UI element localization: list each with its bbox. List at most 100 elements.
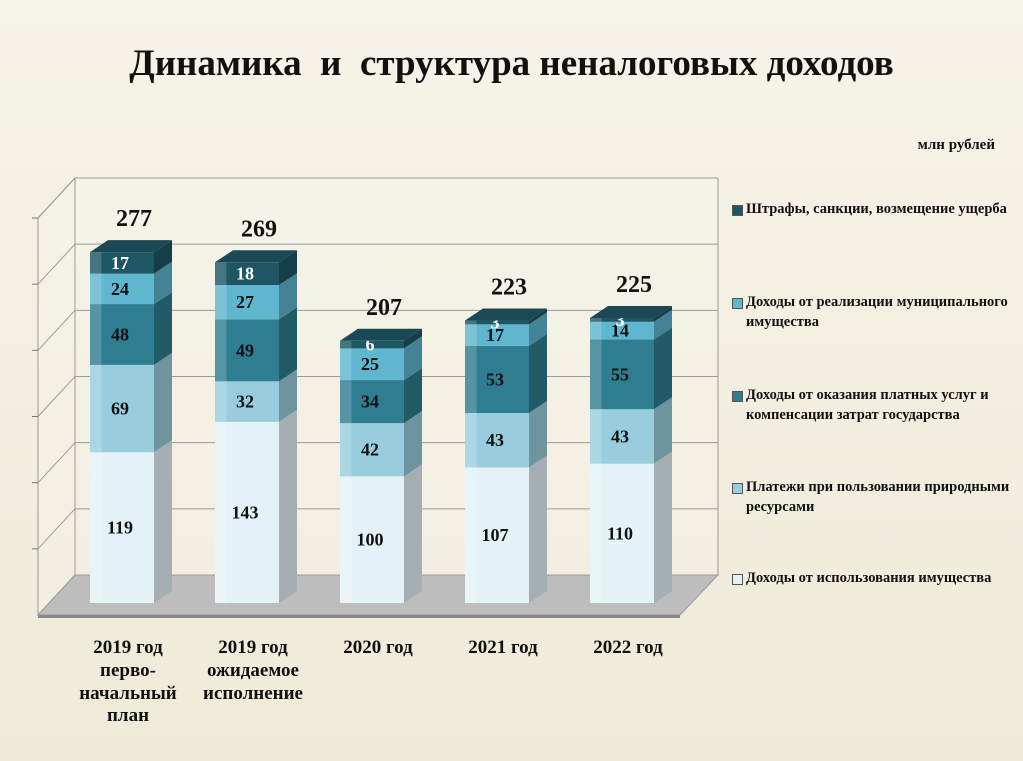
legend-swatch: [732, 205, 743, 216]
bar-side: [279, 307, 297, 382]
legend-label: Платежи при пользовании природными ресур…: [746, 479, 1010, 515]
x-axis-label: 2019 год ожидаемое исполнение: [178, 637, 328, 705]
segment-value-label: 119: [107, 518, 133, 538]
bar-top: [90, 240, 172, 253]
bar-top: [215, 250, 297, 263]
bar-column: 110 43 55 143 225: [590, 272, 672, 603]
bar-highlight: [215, 381, 227, 422]
bar-side: [154, 352, 172, 453]
bar-side: [654, 306, 672, 322]
bar-highlight: [90, 452, 102, 603]
bar-segment: [340, 380, 404, 424]
bar-side: [529, 401, 547, 468]
bar-side: [404, 368, 422, 424]
bar-segment: [340, 340, 404, 349]
bar-side: [404, 464, 422, 603]
bar-highlight: [340, 380, 352, 424]
segment-value-label: 53: [486, 369, 504, 389]
bar-side: [654, 309, 672, 340]
segment-value-label: 3: [616, 310, 625, 330]
bar-segment: [465, 324, 529, 346]
bar-segment: [590, 409, 654, 464]
x-axis-label-line: ожидаемое: [207, 659, 299, 681]
gridline: [37, 508, 76, 550]
gridline: [37, 309, 76, 351]
legend-swatch: [732, 574, 743, 585]
bar-highlight: [465, 413, 477, 468]
bar-highlight: [340, 476, 352, 603]
bar-highlight: [90, 252, 102, 274]
segment-value-label: 34: [361, 392, 379, 412]
bar-highlight: [215, 285, 227, 320]
x-axis-label-line: начальный: [79, 682, 177, 704]
legend-item-property-sale: Доходы от реализации муниципального имущ…: [732, 293, 1017, 332]
bar-side: [529, 308, 547, 325]
bar-top: [465, 308, 547, 321]
bar-segment: [90, 273, 154, 305]
bar-segment: [465, 467, 529, 603]
x-axis-label-line: 2022 год: [593, 637, 663, 658]
bar-column: 100 42 34 256 207: [340, 295, 422, 603]
legend-item-natural-resources: Платежи при пользовании природными ресур…: [732, 478, 1017, 517]
gridline: [37, 376, 76, 417]
legend-label: Доходы от реализации муниципального имущ…: [746, 294, 1008, 330]
bar-highlight: [90, 273, 102, 305]
bar-segment: [215, 421, 279, 603]
chart-title: Динамика и структура неналоговых доходов: [129, 43, 894, 84]
legend-label: Доходы от оказания платных услуг и компе…: [746, 387, 989, 423]
segment-value-label: 49: [236, 340, 254, 360]
legend-item-property-use: Доходы от использования имущества: [732, 569, 1017, 589]
bar-column: 143 32 49 27 18 269: [215, 216, 297, 603]
bar-segment: [215, 381, 279, 422]
units-label: млн рублей: [917, 137, 995, 153]
segment-value-label: 69: [111, 399, 129, 419]
bar-highlight: [590, 463, 602, 603]
bar-highlight: [465, 324, 477, 346]
segment-value-label: 43: [611, 426, 629, 446]
legend-swatch: [732, 391, 743, 402]
segment-value-label: 18: [236, 264, 254, 284]
bar-segment: [215, 262, 279, 286]
segment-value-label: 100: [357, 530, 384, 550]
bar-segment: [90, 452, 154, 603]
segment-value-label: 110: [607, 523, 633, 543]
bar-side: [154, 440, 172, 603]
bar-column: 107 43 53 173 223: [465, 275, 547, 603]
x-axis-label-line: перво-: [100, 659, 156, 681]
gridline: [37, 243, 76, 285]
x-axis-label: 2020 год: [303, 637, 453, 660]
x-axis-label: 2019 год перво-начальный план: [53, 637, 203, 728]
x-axis-label-line: 2020 год: [343, 637, 413, 658]
gridline: [37, 442, 76, 484]
bar-side: [404, 411, 422, 477]
bar-highlight: [340, 348, 352, 381]
bar-side: [404, 336, 422, 381]
bar-segment: [215, 285, 279, 320]
bar-side: [279, 250, 297, 286]
bar-side: [529, 312, 547, 346]
bar-highlight: [590, 339, 602, 410]
bar-highlight: [215, 262, 227, 286]
bar-segment: [465, 413, 529, 468]
x-axis-label-line: 2019 год: [218, 637, 288, 658]
bar-highlight: [590, 409, 602, 464]
bar-highlight: [340, 340, 352, 349]
bar-side: [404, 328, 422, 349]
bar-highlight: [590, 321, 602, 340]
bar-side: [654, 451, 672, 603]
bar-segment: [215, 319, 279, 382]
segment-value-label: 17: [111, 253, 129, 273]
segment-value-label: 25: [361, 354, 379, 374]
total-value-label: 225: [616, 272, 652, 298]
bar-top: [590, 306, 672, 318]
bar-segment: [465, 320, 529, 325]
bar-segment: [340, 423, 404, 477]
segment-value-label: 24: [111, 279, 129, 299]
bar-highlight: [465, 320, 477, 325]
legend-label: Штрафы, санкции, возмещение ущерба: [746, 201, 1007, 217]
bar-side: [654, 397, 672, 464]
bar-side: [279, 369, 297, 422]
bar-highlight: [90, 304, 102, 365]
bar-side: [279, 409, 297, 603]
segment-value-label: 3: [491, 312, 500, 332]
